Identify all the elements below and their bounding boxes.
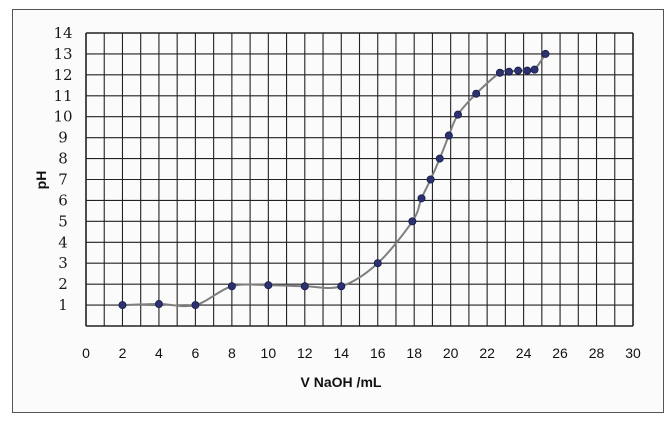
y-tick-label: 10	[53, 108, 72, 126]
x-tick-label: 20	[443, 345, 459, 361]
data-point	[300, 282, 309, 291]
data-point	[417, 194, 426, 203]
data-point	[191, 301, 200, 310]
x-tick-label: 2	[119, 345, 127, 361]
y-tick-label: 4	[58, 233, 68, 251]
data-point	[373, 259, 382, 268]
data-point	[154, 300, 163, 309]
y-tick-label: 6	[58, 191, 68, 209]
y-tick-label: 1	[58, 296, 68, 314]
x-tick-label: 22	[479, 345, 495, 361]
x-tick-label: 14	[333, 345, 349, 361]
data-point	[472, 89, 481, 98]
data-point	[118, 301, 127, 310]
data-point	[227, 282, 236, 291]
x-tick-label: 4	[155, 345, 163, 361]
x-tick-labels: 0 2 4 6 8 10 12 14 16 18 20 22 24 26 28 30	[82, 345, 641, 361]
data-point	[337, 282, 346, 291]
chart-frame	[12, 9, 664, 413]
data-point	[514, 66, 523, 75]
data-point	[541, 49, 550, 58]
x-tick-label: 10	[261, 345, 277, 361]
y-axis-label: pH	[33, 171, 49, 190]
x-tick-label: 6	[192, 345, 200, 361]
data-point	[426, 175, 435, 184]
x-tick-label: 24	[516, 345, 532, 361]
x-tick-label: 8	[228, 345, 236, 361]
data-point	[495, 68, 504, 77]
y-tick-label: 8	[58, 150, 68, 168]
x-axis-label: V NaOH /mL	[301, 374, 382, 390]
y-tick-label: 5	[58, 212, 68, 230]
data-point	[453, 110, 462, 119]
x-tick-label: 12	[297, 345, 313, 361]
y-tick-label: 11	[53, 87, 72, 105]
data-point	[523, 66, 532, 75]
y-tick-label: 12	[53, 66, 72, 84]
y-tick-label: 13	[53, 45, 72, 63]
x-tick-label: 16	[370, 345, 386, 361]
y-tick-label: 9	[58, 129, 68, 147]
data-point	[444, 131, 453, 140]
data-point	[408, 217, 417, 226]
data-point	[435, 154, 444, 163]
x-tick-label: 0	[82, 345, 90, 361]
x-tick-label: 26	[552, 345, 568, 361]
data-point	[505, 67, 514, 76]
data-point	[530, 65, 539, 74]
data-points	[118, 49, 550, 310]
grid	[85, 32, 634, 327]
x-tick-label: 30	[625, 345, 641, 361]
x-tick-label: 28	[589, 345, 605, 361]
y-tick-label: 2	[58, 275, 68, 293]
y-tick-label: 7	[58, 171, 68, 189]
y-tick-label: 3	[58, 254, 68, 272]
y-tick-label: 14	[53, 24, 72, 42]
x-tick-label: 18	[406, 345, 422, 361]
data-point	[264, 281, 273, 290]
